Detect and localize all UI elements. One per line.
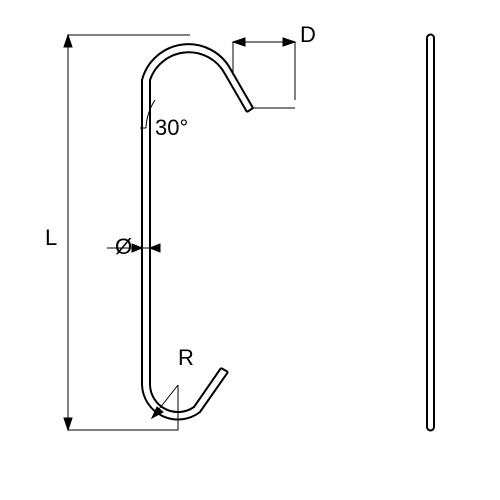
technical-drawing: L D Ø R 30° (0, 0, 500, 500)
dimension-R (152, 385, 178, 430)
label-R: R (178, 345, 194, 371)
dimension-D (233, 38, 295, 108)
side-view (427, 35, 434, 431)
label-angle: 30° (155, 115, 188, 141)
hook-inner-contour (150, 52, 247, 412)
top-end-cap (247, 108, 253, 112)
s-hook-main (142, 44, 253, 419)
dimension-L (64, 35, 190, 430)
label-D: D (300, 22, 316, 48)
label-phi: Ø (115, 234, 132, 260)
label-L: L (45, 225, 57, 251)
drawing-svg (0, 0, 500, 500)
bottom-end-cap (221, 368, 228, 372)
hook-outer-contour (142, 44, 253, 419)
